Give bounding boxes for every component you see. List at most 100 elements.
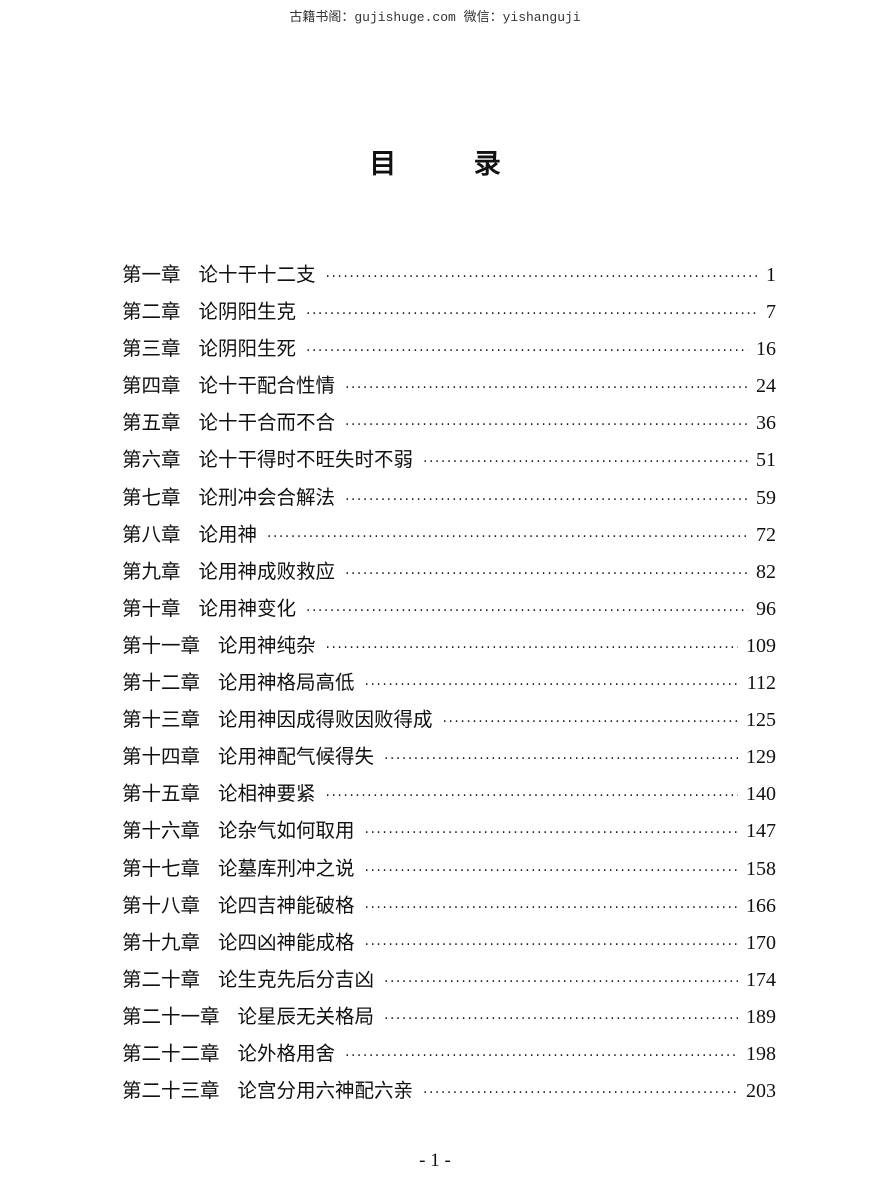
page-ref: 16 xyxy=(756,338,776,361)
chapter-title: 论相神要紧 xyxy=(218,782,316,806)
chapter-title: 论用神 xyxy=(198,522,258,546)
page-ref: 125 xyxy=(746,709,776,732)
chapter-title: 论用神格局高低 xyxy=(218,671,355,695)
page-ref: 140 xyxy=(746,783,776,806)
page-ref: 189 xyxy=(746,1005,776,1028)
page-ref: 51 xyxy=(756,449,776,472)
chapter-title: 论十干得时不旺失时不弱 xyxy=(198,448,414,472)
dot-leader xyxy=(326,269,758,285)
chapter-number: 第三章 xyxy=(122,337,181,361)
chapter-title: 论四吉神能破格 xyxy=(218,893,355,917)
chapter-title: 论墓库刑冲之说 xyxy=(218,856,355,880)
dot-leader xyxy=(423,1085,738,1101)
dot-leader xyxy=(326,788,738,804)
chapter-number: 第六章 xyxy=(122,448,181,472)
page-ref: 1 xyxy=(766,264,776,286)
chapter-title: 论阴阳生死 xyxy=(198,337,297,361)
dot-leader xyxy=(384,1011,738,1027)
dot-leader xyxy=(345,492,748,508)
chapter-number: 第十三章 xyxy=(122,708,201,732)
chapter-title: 论十干配合性情 xyxy=(198,374,336,398)
chapter-number: 第十五章 xyxy=(122,782,201,806)
dot-leader xyxy=(345,380,748,396)
page-ref: 147 xyxy=(746,820,776,843)
chapter-title: 论刑冲会合解法 xyxy=(198,485,336,509)
page-ref: 198 xyxy=(746,1042,776,1065)
chapter-title: 论用神因成得败因败得成 xyxy=(218,708,433,732)
chapter-title: 论用神成败救应 xyxy=(198,559,336,583)
chapter-number: 第十二章 xyxy=(122,671,201,695)
chapter-title: 论四凶神能成格 xyxy=(218,930,355,954)
chapter-number: 第二十二章 xyxy=(122,1041,220,1065)
dot-leader xyxy=(306,603,748,619)
chapter-number: 第四章 xyxy=(122,374,181,398)
chapter-title: 论外格用舍 xyxy=(237,1041,336,1065)
chapter-number: 第十八章 xyxy=(122,893,201,917)
dot-leader xyxy=(443,714,738,730)
page-ref: 82 xyxy=(756,560,776,583)
chapter-number: 第十六章 xyxy=(122,819,201,843)
chapter-title: 论生克先后分吉凶 xyxy=(218,967,375,991)
page-ref: 158 xyxy=(746,857,776,880)
page-ref: 96 xyxy=(756,597,776,620)
chapter-title: 论十干十二支 xyxy=(198,263,316,286)
chapter-number: 第八章 xyxy=(122,522,181,546)
chapter-title: 论阴阳生克 xyxy=(198,300,297,324)
page-ref: 72 xyxy=(756,523,776,546)
chapter-number: 第一章 xyxy=(122,263,181,286)
dot-leader xyxy=(306,306,758,322)
chapter-title: 论杂气如何取用 xyxy=(218,819,355,843)
chapter-title: 论用神配气候得失 xyxy=(218,745,375,769)
dot-leader xyxy=(267,529,748,545)
dot-leader xyxy=(365,677,739,693)
page-ref: 170 xyxy=(746,931,776,954)
chapter-number: 第十七章 xyxy=(122,856,201,880)
chapter-number: 第二十章 xyxy=(122,967,201,991)
page-number: - 1 - xyxy=(419,1150,451,1171)
page-ref: 129 xyxy=(746,746,776,769)
dot-leader xyxy=(306,343,748,359)
page-ref: 174 xyxy=(746,968,776,991)
chapter-number: 第十一章 xyxy=(122,633,201,657)
page-ref: 7 xyxy=(766,301,776,324)
dot-leader xyxy=(384,974,738,990)
page-ref: 203 xyxy=(746,1080,776,1103)
page-ref: 59 xyxy=(756,486,776,509)
chapter-title: 论十干合而不合 xyxy=(198,411,336,435)
chapter-number: 第二十三章 xyxy=(122,1079,220,1103)
dot-leader xyxy=(423,454,748,470)
chapter-title: 论用神变化 xyxy=(198,596,297,620)
chapter-title: 论宫分用六神配六亲 xyxy=(237,1079,414,1103)
chapter-number: 第十四章 xyxy=(122,745,201,769)
dot-leader xyxy=(365,825,738,841)
dot-leader xyxy=(365,863,738,879)
dot-leader xyxy=(365,937,738,953)
dot-leader xyxy=(326,640,738,656)
page-title: 目 录 xyxy=(369,149,535,180)
page-ref: 109 xyxy=(746,634,776,657)
